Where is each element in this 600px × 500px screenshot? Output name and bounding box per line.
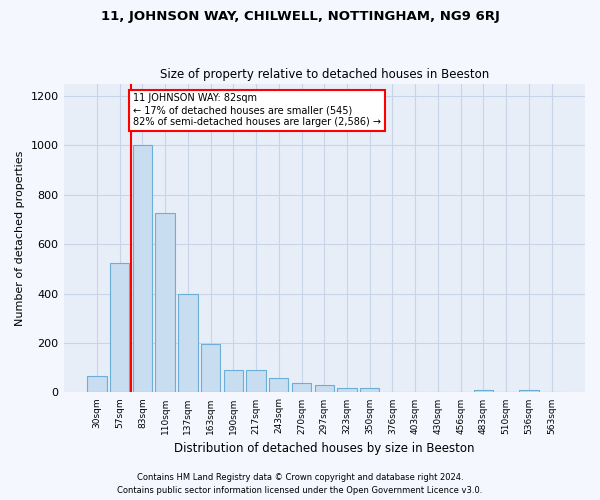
Bar [269, 378, 289, 392]
Bar [110, 262, 130, 392]
Bar [337, 388, 356, 392]
Bar [201, 344, 220, 393]
Bar [360, 388, 379, 392]
Bar [178, 294, 197, 392]
Bar [224, 370, 243, 392]
Bar [155, 214, 175, 392]
Bar [87, 376, 107, 392]
Bar [292, 382, 311, 392]
X-axis label: Distribution of detached houses by size in Beeston: Distribution of detached houses by size … [174, 442, 475, 455]
Title: Size of property relative to detached houses in Beeston: Size of property relative to detached ho… [160, 68, 489, 81]
Y-axis label: Number of detached properties: Number of detached properties [15, 150, 25, 326]
Text: 11, JOHNSON WAY, CHILWELL, NOTTINGHAM, NG9 6RJ: 11, JOHNSON WAY, CHILWELL, NOTTINGHAM, N… [101, 10, 499, 23]
Text: 11 JOHNSON WAY: 82sqm
← 17% of detached houses are smaller (545)
82% of semi-det: 11 JOHNSON WAY: 82sqm ← 17% of detached … [133, 94, 381, 126]
Bar [133, 146, 152, 392]
Bar [474, 390, 493, 392]
Bar [247, 370, 266, 392]
Text: Contains HM Land Registry data © Crown copyright and database right 2024.
Contai: Contains HM Land Registry data © Crown c… [118, 474, 482, 495]
Bar [314, 384, 334, 392]
Bar [519, 390, 539, 392]
